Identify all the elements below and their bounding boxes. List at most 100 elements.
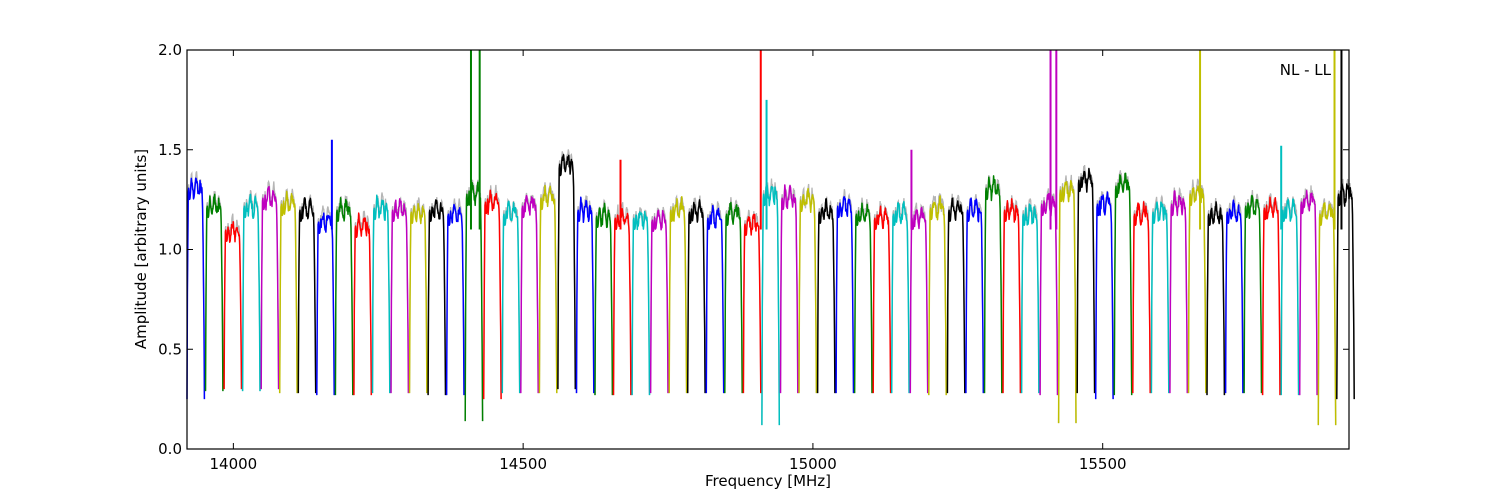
subband-trace xyxy=(761,183,781,426)
subband-trace xyxy=(316,212,335,396)
subband-trace xyxy=(520,194,539,394)
subband-trace xyxy=(241,193,261,392)
background-subband-trace xyxy=(631,207,651,396)
x-tick-label: 15000 xyxy=(789,455,837,473)
subband-trace xyxy=(353,212,373,396)
subband-trace xyxy=(575,196,595,394)
background-subband-trace xyxy=(279,188,298,394)
plot-frame xyxy=(186,49,1350,450)
background-subband-trace xyxy=(965,194,984,394)
subband-trace xyxy=(928,195,947,396)
background-subband-trace xyxy=(649,206,669,394)
x-tick-label: 14000 xyxy=(210,455,258,473)
background-subband-trace xyxy=(1299,185,1318,396)
x-tick-label: 15500 xyxy=(1079,455,1127,473)
subband-trace xyxy=(482,189,502,400)
subband-trace xyxy=(1094,191,1114,400)
subband-trace xyxy=(1224,199,1244,394)
subband-trace xyxy=(1020,203,1040,394)
subband-trace xyxy=(1280,198,1300,396)
background-subband-trace xyxy=(1002,195,1022,394)
subband-trace xyxy=(390,198,410,394)
x-axis: 14000 14500 15000 15500 xyxy=(210,50,1127,473)
subband-trace xyxy=(612,207,632,396)
subband-trace xyxy=(1169,190,1189,394)
subband-trace xyxy=(1039,192,1059,396)
subband-trace xyxy=(408,202,428,394)
subband-trace xyxy=(742,213,762,394)
subband-trace xyxy=(724,201,743,394)
subband-trace xyxy=(1076,167,1096,394)
subband-trace xyxy=(872,205,892,394)
background-subband-trace xyxy=(1020,198,1040,394)
subband-trace xyxy=(278,190,298,394)
background-subband-trace xyxy=(779,184,799,394)
subband-trace xyxy=(649,209,669,394)
subband-trace xyxy=(501,200,521,394)
subband-trace xyxy=(835,196,855,394)
subband-trace xyxy=(1113,172,1133,396)
background-subband-trace xyxy=(427,197,447,396)
background-subband-trace xyxy=(761,178,780,426)
background-subband-trace xyxy=(816,196,836,394)
background-subband-trace xyxy=(408,197,428,394)
subband-trace xyxy=(779,184,799,394)
x-tick-label: 14500 xyxy=(499,455,547,473)
background-subband-trace xyxy=(575,195,595,394)
subband-trace xyxy=(260,185,280,390)
background-subband-trace xyxy=(353,210,372,396)
subband-trace xyxy=(1206,201,1226,396)
y-axis: 0.0 0.5 1.0 1.5 2.0 xyxy=(158,41,1349,458)
background-subband-trace xyxy=(557,149,576,390)
subband-trace xyxy=(1132,201,1151,394)
background-subband-trace xyxy=(1057,174,1077,424)
subband-trace xyxy=(1243,194,1263,394)
subband-trace xyxy=(334,197,354,396)
subband-trace xyxy=(297,197,317,394)
subband-trace xyxy=(946,197,966,394)
subband-trace xyxy=(427,199,447,396)
subband-trace xyxy=(557,154,577,390)
subband-trace xyxy=(890,200,910,394)
subband-trace xyxy=(1298,189,1318,396)
background-subband-trace xyxy=(928,193,947,396)
subband-trace xyxy=(965,197,985,394)
subband-trace xyxy=(204,193,224,392)
subband-trace xyxy=(223,220,243,390)
series-layer xyxy=(186,50,1355,426)
x-axis-label: Frequency [MHz] xyxy=(705,472,831,490)
subband-trace xyxy=(816,198,836,394)
background-subband-trace xyxy=(1336,178,1355,400)
subband-trace xyxy=(705,204,725,394)
subband-trace xyxy=(1187,185,1207,394)
subband-trace xyxy=(909,206,929,394)
y-tick-label: 1.5 xyxy=(158,141,182,159)
subband-trace xyxy=(853,202,873,394)
subband-trace xyxy=(1002,198,1022,394)
background-subband-trace xyxy=(390,196,410,394)
subband-trace xyxy=(1150,201,1170,394)
subband-trace xyxy=(186,177,206,400)
background-subband-trace xyxy=(520,192,539,394)
subband-trace xyxy=(371,194,391,394)
subband-trace xyxy=(594,202,614,396)
subband-trace xyxy=(686,199,706,394)
background-subband-trace xyxy=(1076,164,1096,394)
background-subband-trace xyxy=(204,190,224,392)
subband-trace xyxy=(1317,202,1337,426)
y-axis-label: Amplitude [arbitrary units] xyxy=(132,149,150,349)
corner-annotation: NL - LL xyxy=(1280,61,1332,79)
y-tick-label: 1.0 xyxy=(158,241,182,259)
y-tick-label: 0.0 xyxy=(158,440,182,458)
subband-trace xyxy=(798,187,818,394)
y-tick-label: 2.0 xyxy=(158,41,182,59)
subband-trace xyxy=(1261,196,1281,396)
subband-trace xyxy=(1057,179,1077,424)
subband-trace xyxy=(668,196,688,394)
subband-trace xyxy=(445,203,465,396)
background-subband-trace xyxy=(1261,193,1281,396)
background-subband-trace xyxy=(1132,200,1151,394)
background-subband-trace xyxy=(983,175,1003,394)
background-subband-trace xyxy=(371,192,391,394)
